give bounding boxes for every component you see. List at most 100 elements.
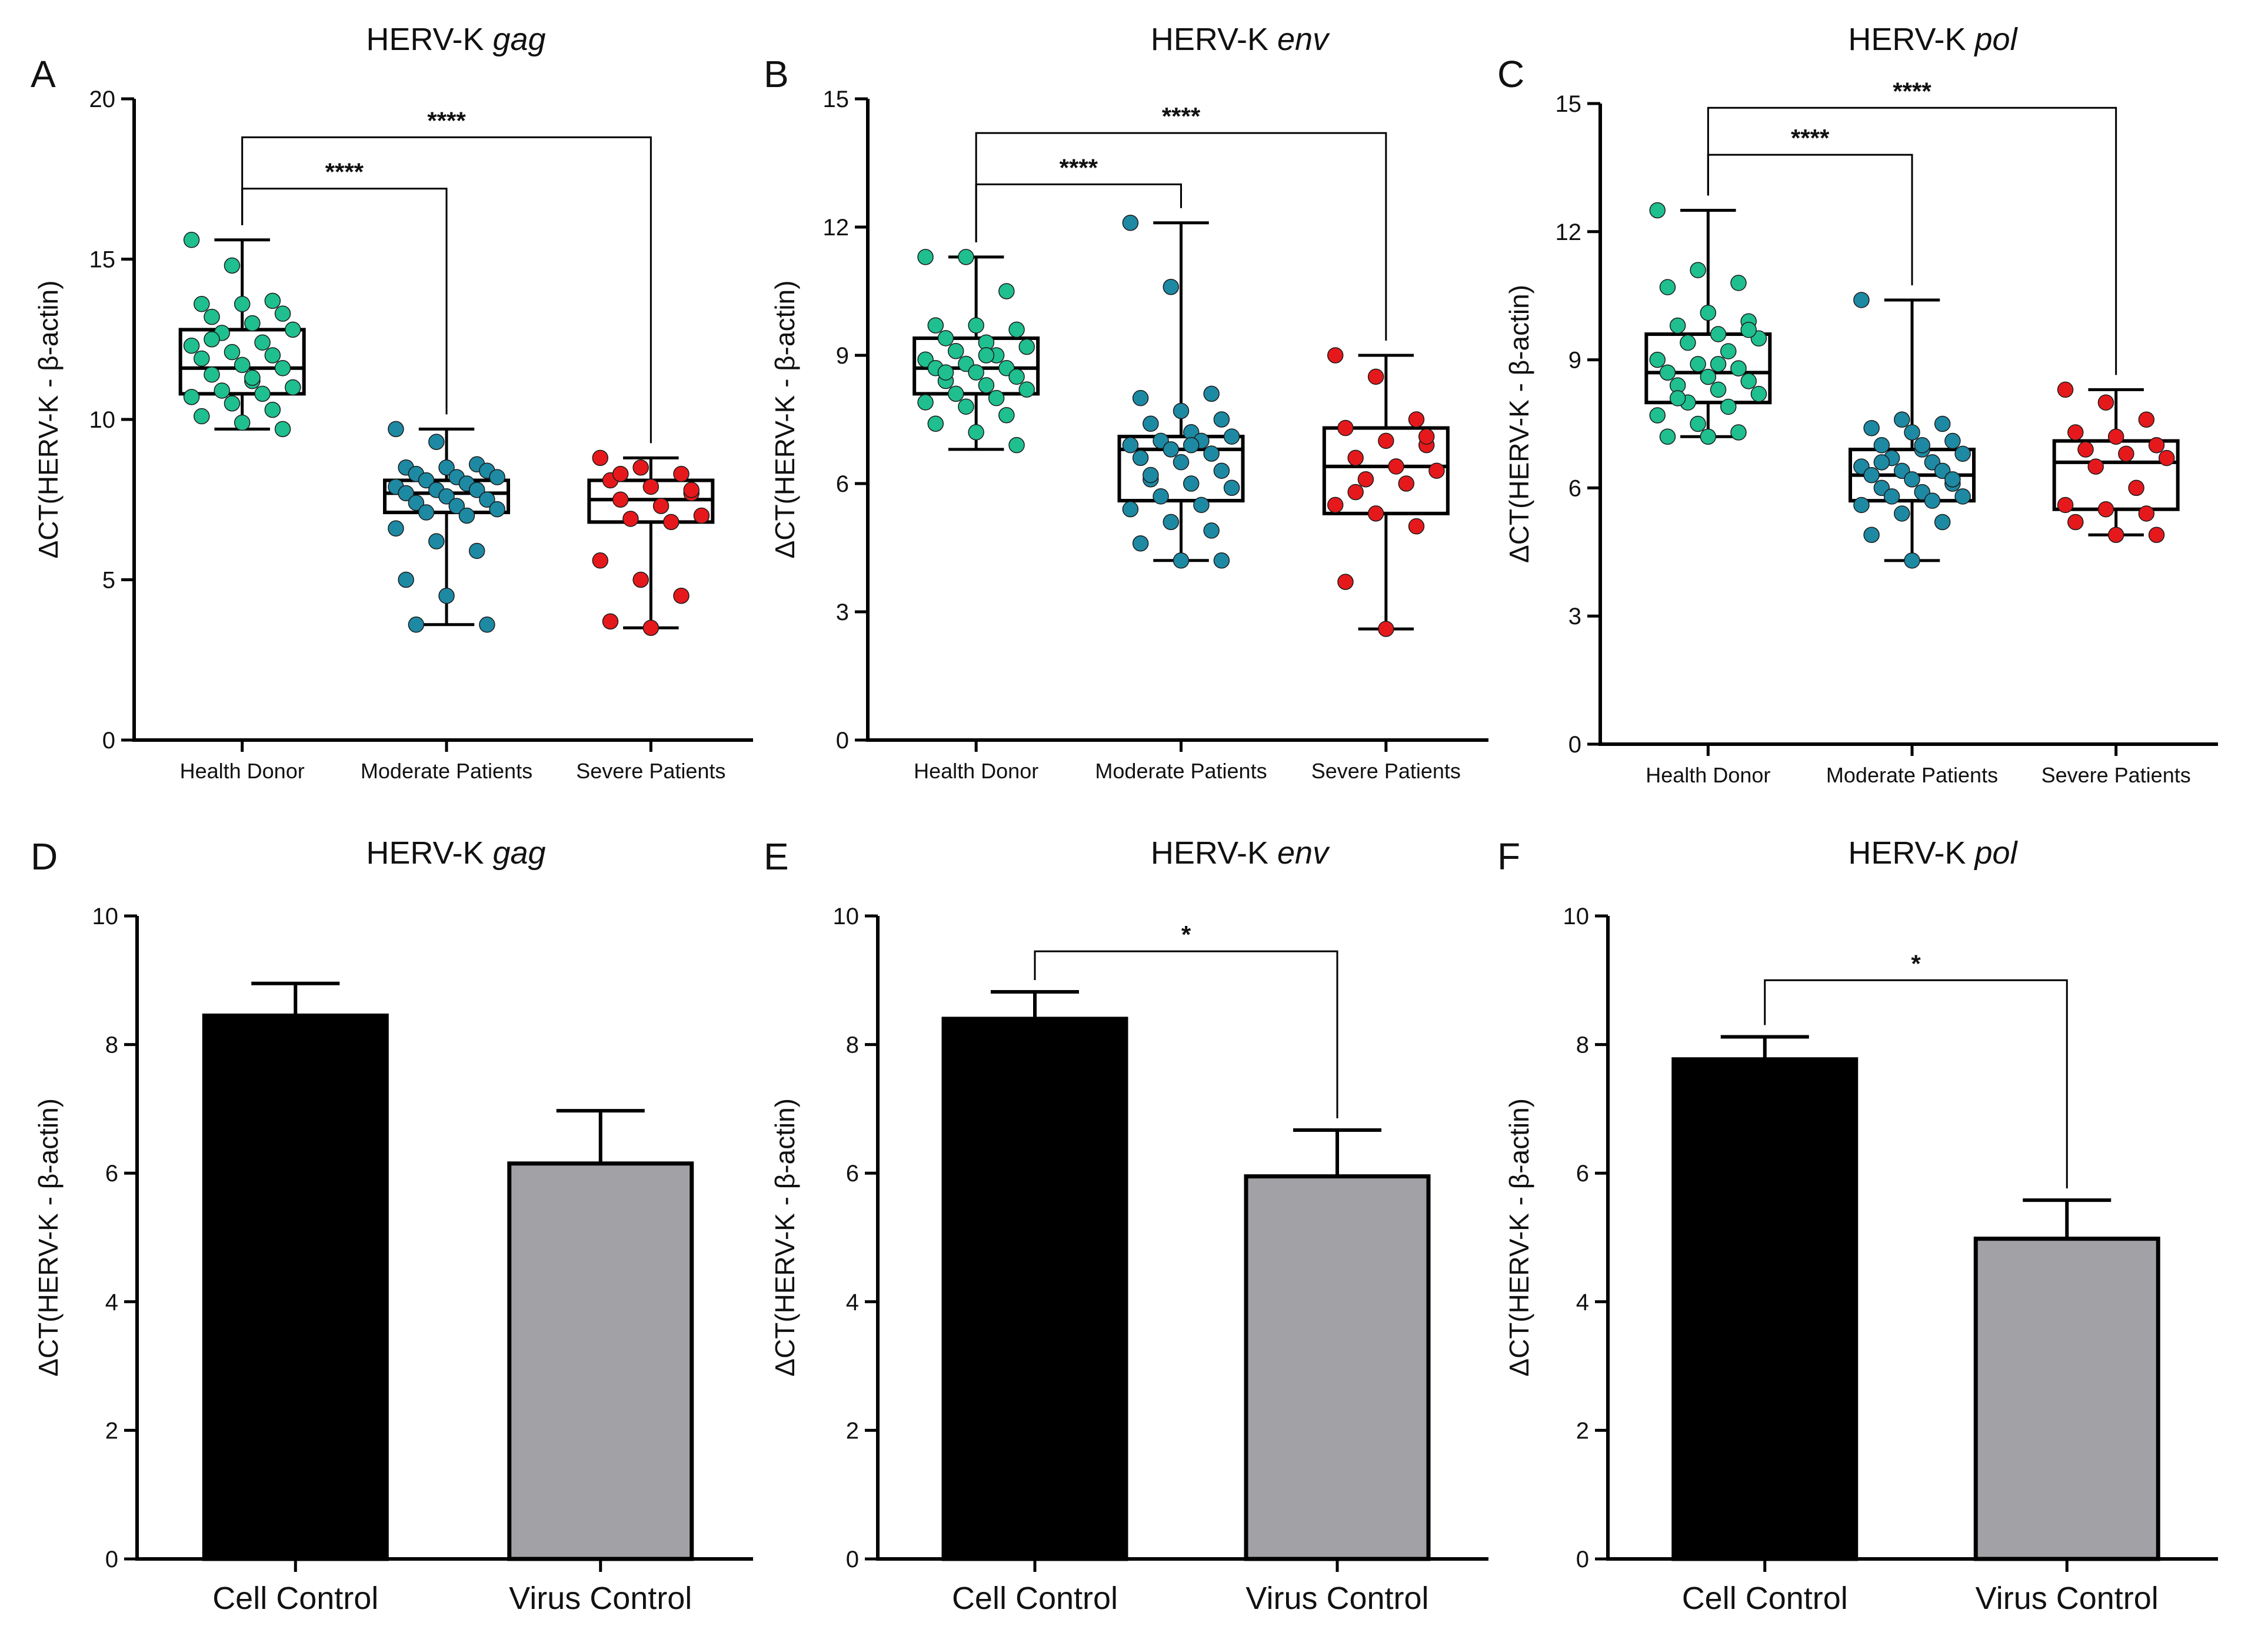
- data-point: [438, 488, 455, 505]
- y-tick-label: 6: [846, 1161, 859, 1187]
- data-point: [1700, 304, 1717, 321]
- data-point: [2107, 428, 2124, 445]
- data-point: [1873, 454, 1890, 471]
- data-point: [1720, 398, 1737, 415]
- data-point: [612, 491, 629, 508]
- significance-label: *: [1181, 921, 1191, 948]
- significance-bracket: *: [1764, 949, 2068, 1189]
- data-point: [998, 406, 1015, 424]
- y-tick-label: 4: [846, 1290, 859, 1315]
- x-tick-label: Cell Control: [1682, 1581, 1848, 1616]
- panel-F: F HERV-K pol ΔCT(HERV-K - β-actin) 0 2 4 6 8 10 C…: [1497, 835, 2218, 1616]
- data-point: [1944, 471, 1961, 488]
- data-point: [683, 482, 700, 498]
- data-point: [1223, 428, 1240, 445]
- data-point: [1934, 415, 1951, 432]
- y-tick-label: 4: [1576, 1290, 1589, 1315]
- y-axis-label: ΔCT(HERV-K - β-actin): [33, 1098, 64, 1377]
- x-tick-label: Severe Patients: [2041, 763, 2191, 787]
- data-point: [224, 395, 241, 412]
- panel-letter: E: [764, 835, 789, 878]
- data-point: [214, 382, 230, 399]
- box-group: Severe Patients: [1311, 347, 1461, 783]
- x-tick-label: Cell Control: [952, 1581, 1118, 1616]
- data-point: [1904, 552, 1920, 569]
- x-tick-label: Health Donor: [1646, 763, 1770, 787]
- x-tick-label: Severe Patients: [576, 759, 725, 783]
- y-axis-label: ΔCT(HERV-K - β-actin): [33, 281, 64, 559]
- significance-bracket: ****: [241, 158, 448, 415]
- data-point: [234, 296, 251, 312]
- data-point: [1730, 275, 1747, 291]
- data-point: [1680, 334, 1696, 351]
- data-point: [489, 469, 505, 485]
- data-point: [479, 617, 495, 633]
- data-point: [1873, 437, 1890, 454]
- data-point: [489, 501, 505, 518]
- data-point: [2097, 394, 2114, 411]
- data-point: [1649, 351, 1666, 368]
- title-gene: env: [1277, 835, 1330, 871]
- box: [178, 328, 306, 396]
- data-point: [592, 449, 608, 467]
- data-point: [1904, 471, 1920, 488]
- data-point: [1934, 514, 1951, 531]
- data-point: [2107, 527, 2124, 544]
- data-point: [254, 334, 271, 351]
- data-point: [1132, 389, 1149, 406]
- data-point: [968, 317, 984, 334]
- data-point: [1163, 514, 1180, 531]
- data-point: [2118, 445, 2134, 462]
- y-tick-label: 9: [836, 343, 849, 369]
- significance-label: *: [1911, 949, 1921, 977]
- y-axis-label: ΔCT(HERV-K - β-actin): [770, 1098, 800, 1377]
- box-group: Health Donor: [912, 249, 1040, 783]
- x-tick-label: Health Donor: [914, 759, 1038, 783]
- data-point: [1388, 458, 1404, 475]
- y-tick-label: 0: [105, 1547, 118, 1572]
- data-point: [673, 588, 690, 604]
- data-point: [234, 414, 251, 431]
- y-tick-label: 20: [89, 86, 116, 112]
- y-axis-label: ΔCT(HERV-K - β-actin): [1504, 285, 1534, 563]
- x-tick-label: Virus Control: [1976, 1581, 2159, 1616]
- y-tick-label: 15: [823, 86, 850, 112]
- significance-bracket: ****: [241, 106, 652, 444]
- data-point: [1659, 279, 1676, 295]
- y-tick-label: 8: [846, 1032, 859, 1058]
- data-point: [1173, 454, 1190, 471]
- data-point: [1347, 484, 1364, 501]
- title-prefix: HERV-K: [366, 835, 492, 871]
- title-prefix: HERV-K: [1151, 835, 1277, 871]
- data-point: [2138, 505, 2155, 522]
- data-point: [438, 459, 455, 476]
- bar: [1671, 1057, 1859, 1561]
- title-prefix: HERV-K: [366, 22, 492, 57]
- bar: [1973, 1237, 2160, 1561]
- data-point: [468, 542, 485, 559]
- data-point: [1367, 505, 1384, 522]
- data-point: [224, 257, 241, 274]
- x-tick-label: Virus Control: [1245, 1581, 1428, 1616]
- data-point: [1883, 488, 1900, 505]
- data-point: [978, 377, 995, 394]
- data-point: [1183, 437, 1200, 454]
- data-point: [398, 571, 414, 588]
- box: [1644, 332, 1772, 405]
- data-point: [632, 459, 649, 476]
- significance-label: ****: [325, 158, 364, 186]
- data-point: [917, 394, 934, 411]
- x-tick-label: Virus Control: [509, 1581, 692, 1616]
- y-tick-label: 10: [833, 904, 860, 929]
- data-point: [285, 379, 301, 396]
- data-point: [1720, 343, 1737, 359]
- data-point: [274, 421, 291, 438]
- data-point: [1730, 360, 1747, 376]
- data-point: [458, 507, 475, 524]
- significance-label: ****: [1791, 124, 1830, 152]
- y-tick-label: 0: [102, 728, 115, 754]
- bracket-line: [1707, 106, 2117, 375]
- data-point: [642, 478, 660, 495]
- data-point: [1327, 347, 1344, 364]
